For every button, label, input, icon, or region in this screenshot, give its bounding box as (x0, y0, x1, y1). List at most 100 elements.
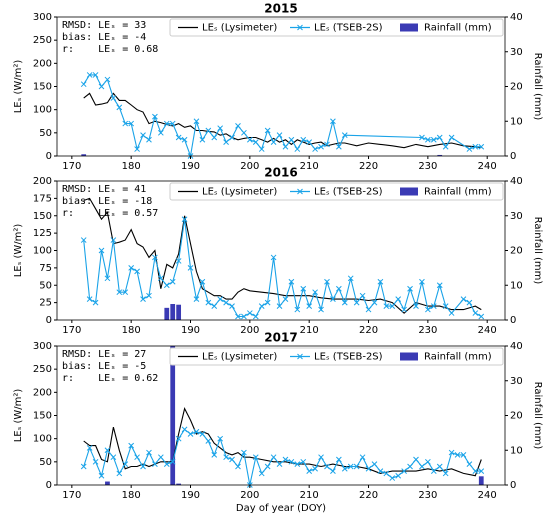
x-marker (205, 299, 212, 306)
x-marker (478, 143, 485, 150)
annotation: RMSD: LEₛ = 27 (62, 349, 146, 360)
x-marker (312, 146, 318, 152)
x-marker (122, 120, 129, 127)
x-marker (425, 306, 431, 313)
x-marker (365, 465, 372, 472)
x-tick-label: 220 (359, 490, 378, 501)
x-marker (116, 104, 123, 111)
x-marker (472, 310, 479, 316)
x-marker (395, 472, 402, 479)
x-marker (92, 299, 99, 306)
x-marker (157, 129, 164, 136)
x-marker (175, 134, 182, 141)
series-line (83, 407, 482, 477)
x-marker (478, 468, 485, 474)
annotation: RMSD: LEₛ = 33 (62, 20, 146, 31)
x-marker (454, 452, 461, 458)
x-marker (187, 265, 194, 271)
legend-box (169, 347, 504, 366)
x-marker (152, 461, 158, 468)
x-marker (336, 285, 342, 292)
x-marker (436, 134, 443, 141)
y2-tick-label: 30 (510, 376, 523, 387)
x-marker (217, 125, 224, 132)
x-marker (169, 278, 176, 285)
x-marker (181, 136, 188, 143)
x-marker (353, 299, 360, 306)
x-marker (341, 132, 348, 139)
y2-tick-label: 30 (510, 47, 523, 58)
y-tick-label: 125 (33, 228, 52, 239)
x-marker (199, 278, 206, 285)
x-marker (365, 306, 372, 313)
legend-marker (297, 24, 303, 31)
rain-bar (176, 483, 182, 485)
x-marker (241, 449, 247, 456)
x-marker (478, 313, 485, 320)
x-marker (425, 458, 431, 465)
x-marker (116, 289, 123, 296)
x-marker (306, 139, 313, 145)
x-marker (383, 470, 390, 477)
x-marker (318, 454, 324, 461)
y2-tick-label: 40 (510, 12, 523, 23)
x-marker (294, 461, 301, 468)
x-marker (252, 454, 259, 461)
y-tick-label: 50 (39, 280, 52, 291)
x-marker (163, 461, 170, 468)
x-marker (241, 313, 247, 320)
x-marker (371, 299, 378, 306)
x-tick-label: 180 (122, 325, 141, 336)
y-tick-label: 0 (46, 480, 52, 491)
x-marker (330, 468, 336, 474)
x-marker (282, 296, 289, 303)
rain-bar (176, 304, 182, 320)
x-marker (104, 275, 111, 282)
x-marker (187, 431, 194, 437)
x-marker (128, 442, 135, 449)
x-tick-label: 210 (300, 490, 319, 501)
panel-title: 2016 (264, 166, 297, 180)
x-marker (330, 118, 336, 125)
panel-title: 2017 (264, 331, 297, 345)
x-marker (86, 72, 93, 78)
x-marker (324, 278, 330, 285)
legend-label: Rainfall (mm) (424, 187, 492, 198)
x-marker (270, 254, 277, 261)
x-marker (324, 141, 330, 148)
x-marker (181, 426, 188, 433)
rain-bar (105, 481, 110, 485)
x-marker (104, 447, 111, 454)
x-marker (407, 463, 413, 470)
x-marker (359, 292, 366, 299)
x-marker (300, 136, 307, 143)
x-marker (336, 456, 342, 463)
series-line (83, 74, 482, 159)
x-marker (152, 254, 158, 261)
x-marker (181, 216, 188, 223)
y-tick-label: 150 (33, 82, 52, 93)
x-tick-label: 200 (240, 325, 259, 336)
y-tick-label: 300 (33, 12, 52, 23)
y-tick-label: 50 (39, 128, 52, 139)
x-marker (104, 76, 111, 83)
x-marker (241, 129, 247, 136)
x-marker (92, 72, 99, 78)
y-tick-label: 250 (33, 35, 52, 46)
x-marker (300, 458, 307, 465)
x-marker (288, 136, 295, 143)
y-tick-label: 150 (33, 211, 52, 222)
x-marker (419, 134, 425, 141)
y-tick-label: 50 (39, 457, 52, 468)
x-marker (86, 296, 93, 303)
x-marker (460, 452, 467, 458)
x-marker (324, 463, 330, 470)
x-marker (466, 146, 473, 152)
x-marker (199, 136, 206, 143)
x-marker (98, 247, 105, 254)
x-marker (163, 120, 170, 127)
x-marker (430, 136, 437, 143)
x-marker (92, 458, 99, 465)
legend-swatch (400, 23, 418, 32)
x-marker (235, 463, 241, 470)
